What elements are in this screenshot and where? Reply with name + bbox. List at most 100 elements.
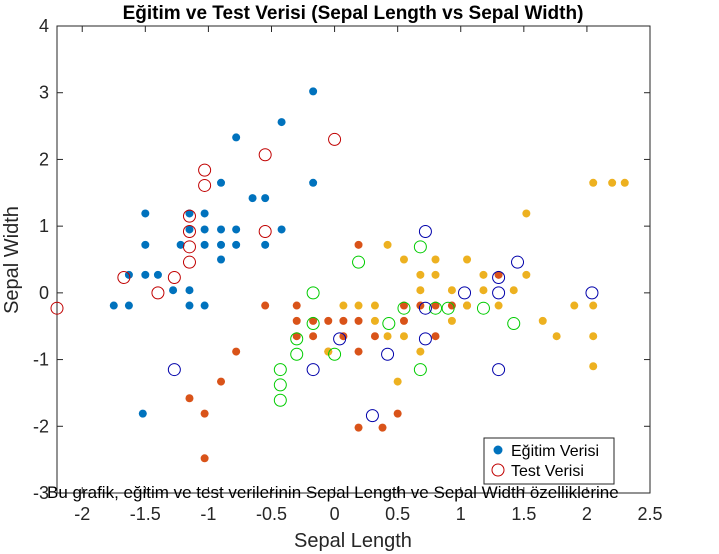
train-point — [447, 286, 456, 295]
test-point — [413, 240, 427, 254]
test-point — [458, 286, 472, 300]
test-point — [151, 286, 165, 300]
train-point — [185, 301, 194, 310]
train-point — [292, 316, 301, 325]
train-point — [354, 301, 363, 310]
train-point — [431, 332, 440, 341]
train-point — [479, 270, 488, 279]
train-point — [354, 423, 363, 432]
train-point — [309, 332, 318, 341]
train-point — [138, 409, 147, 418]
train-point — [589, 332, 598, 341]
x-tick-label: -1 — [200, 504, 216, 524]
x-tick-label: 0 — [330, 504, 340, 524]
train-point — [370, 301, 379, 310]
train-point — [217, 240, 226, 249]
test-point — [182, 240, 196, 254]
train-point — [339, 301, 348, 310]
train-point — [109, 301, 118, 310]
axis-ticks: -2 -1.5 -1 -0.5 0 0.5 1 1.5 2 2.5 -3 -2 -1 0 1 2 3 4 — [33, 16, 663, 524]
train-point — [431, 270, 440, 279]
train-point — [370, 316, 379, 325]
train-point — [185, 286, 194, 295]
y-tick-label: 2 — [39, 149, 49, 169]
legend-label-train: Eğitim Verisi — [511, 443, 599, 460]
test-point — [50, 301, 64, 315]
train-point — [261, 240, 270, 249]
train-point — [416, 270, 425, 279]
train-point — [232, 240, 241, 249]
legend: Eğitim Verisi Test Verisi — [483, 437, 615, 485]
test-point — [418, 301, 432, 315]
x-tick-label: -1.5 — [130, 504, 161, 524]
train-point — [589, 301, 598, 310]
train-point — [589, 178, 598, 187]
data-points — [50, 87, 629, 463]
train-point — [393, 409, 402, 418]
legend-marker-test — [491, 463, 505, 477]
x-tick-label: 2.5 — [637, 504, 662, 524]
y-tick-label: 1 — [39, 216, 49, 236]
train-point — [185, 394, 194, 403]
y-tick-label: -2 — [33, 416, 49, 436]
test-point — [258, 148, 272, 162]
chart-title: Eğitim ve Test Verisi (Sepal Length vs S… — [123, 3, 584, 24]
train-point — [200, 209, 209, 218]
train-point — [552, 332, 561, 341]
test-point — [273, 393, 287, 407]
y-tick-label: 3 — [39, 83, 49, 103]
train-point — [232, 133, 241, 142]
train-point — [463, 255, 472, 264]
train-point — [217, 225, 226, 234]
train-point — [200, 225, 209, 234]
test-point — [182, 224, 196, 238]
train-point — [261, 194, 270, 203]
train-point — [217, 178, 226, 187]
train-point — [261, 301, 270, 310]
train-point — [570, 301, 579, 310]
test-point — [429, 301, 443, 315]
y-tick-label: -1 — [33, 350, 49, 370]
train-point — [479, 286, 488, 295]
train-point — [383, 240, 392, 249]
x-tick-label: -2 — [74, 504, 90, 524]
train-point — [431, 255, 440, 264]
train-point — [200, 454, 209, 463]
train-point — [169, 286, 178, 295]
test-point — [258, 224, 272, 238]
y-tick-label: 0 — [39, 283, 49, 303]
train-point — [141, 240, 150, 249]
test-point — [492, 271, 506, 285]
x-tick-label: 2 — [582, 504, 592, 524]
train-point — [292, 301, 301, 310]
train-point — [494, 270, 503, 279]
train-point — [509, 286, 518, 295]
train-point — [399, 301, 408, 310]
test-point — [333, 332, 347, 346]
train-point — [538, 316, 547, 325]
train-point — [217, 255, 226, 264]
train-point — [416, 347, 425, 356]
train-point — [217, 377, 226, 386]
train-point — [522, 209, 531, 218]
test-point — [306, 363, 320, 377]
test-point — [273, 363, 287, 377]
train-point — [141, 209, 150, 218]
x-axis-label: Sepal Length — [294, 530, 412, 552]
test-point — [382, 317, 396, 331]
train-point — [232, 347, 241, 356]
train-point — [309, 316, 318, 325]
test-point — [306, 317, 320, 331]
train-point — [447, 316, 456, 325]
train-point — [200, 409, 209, 418]
train-point — [354, 347, 363, 356]
train-point — [431, 301, 440, 310]
test-point — [182, 209, 196, 223]
test-point — [585, 286, 599, 300]
test-point — [182, 255, 196, 269]
train-point — [200, 240, 209, 249]
test-point — [328, 347, 342, 361]
train-point — [399, 255, 408, 264]
train-point — [620, 178, 629, 187]
